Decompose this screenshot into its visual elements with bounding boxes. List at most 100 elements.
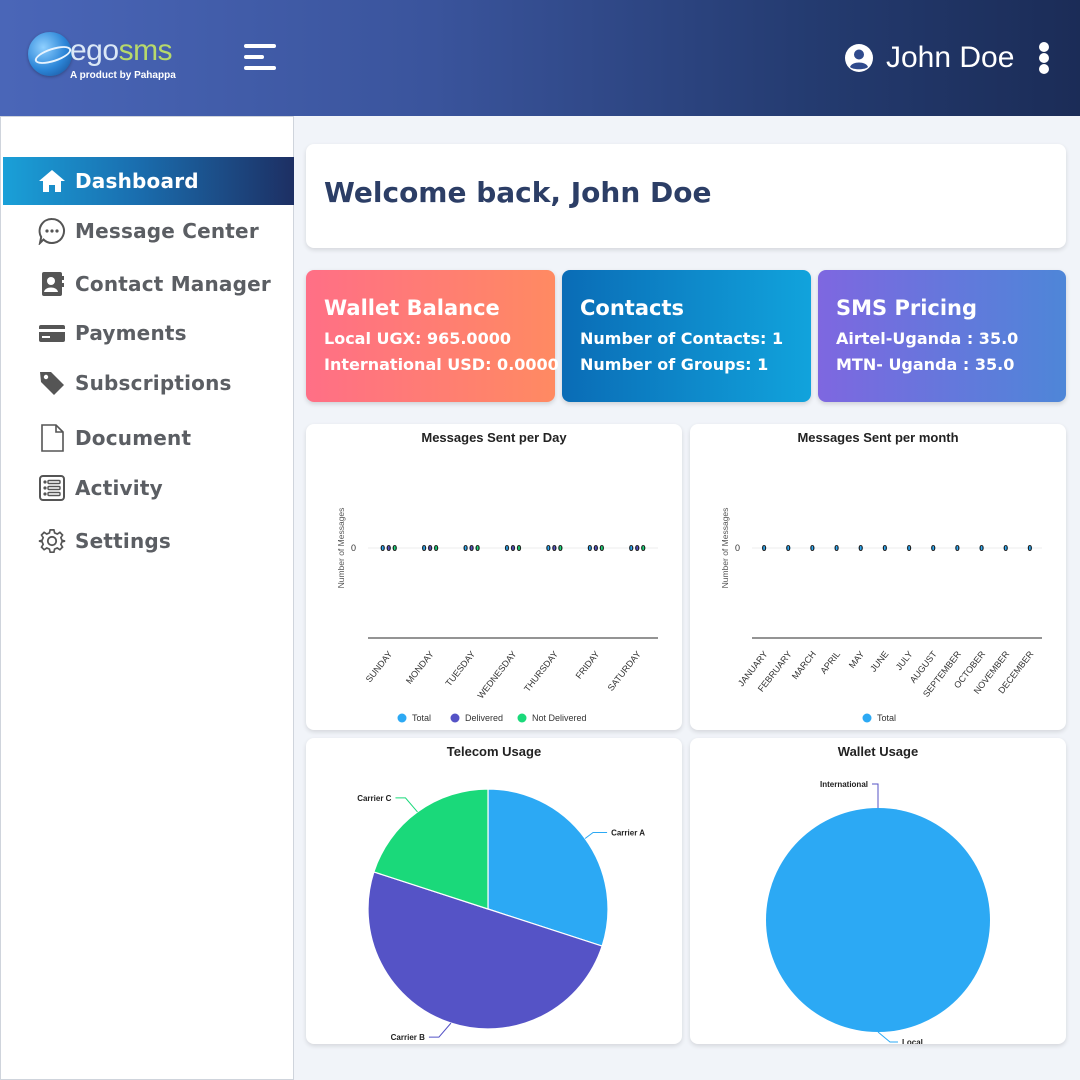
wallet-balance-title: Wallet Balance <box>324 296 500 320</box>
credit-card-icon <box>37 318 67 348</box>
data-point <box>761 545 767 551</box>
leader-line <box>877 1031 898 1043</box>
chart-title: Messages Sent per month <box>797 430 958 445</box>
legend-label: Total <box>877 713 896 723</box>
sidebar-item-label: Payments <box>75 321 187 345</box>
data-label: 0 <box>762 543 767 553</box>
x-tick-label: WEDNESDAY <box>475 649 518 700</box>
data-label: 0 <box>558 543 563 553</box>
data-point <box>392 545 397 551</box>
data-label: 0 <box>587 543 592 553</box>
data-point <box>380 545 385 551</box>
pie-slice <box>367 871 603 1030</box>
data-point <box>635 545 640 551</box>
data-label: 0 <box>955 543 960 553</box>
logo-text: egosms <box>70 34 173 67</box>
chart-title: Telecom Usage <box>447 744 541 759</box>
data-label: 0 <box>810 543 815 553</box>
sidebar: Dashboard Message Center Contact Manager… <box>0 116 294 1080</box>
chart-title: Wallet Usage <box>838 744 918 759</box>
data-label: 0 <box>428 543 433 553</box>
x-tick-label: JUNE <box>868 649 890 674</box>
data-label: 0 <box>629 543 634 553</box>
data-label: 0 <box>1028 543 1033 553</box>
data-label: 0 <box>392 543 397 553</box>
data-label: 0 <box>517 543 522 553</box>
telecom-usage-chart: Telecom Usage Carrier A Carrier B Carrier C <box>306 738 682 1044</box>
leader-line <box>872 783 879 808</box>
sidebar-item-document[interactable]: Document <box>3 414 294 462</box>
sidebar-item-label: Settings <box>75 529 172 553</box>
data-label: 0 <box>1003 543 1008 553</box>
data-label: 0 <box>546 543 551 553</box>
document-icon <box>37 423 67 453</box>
data-label: 0 <box>883 543 888 553</box>
legend-marker <box>450 713 460 723</box>
sidebar-item-activity[interactable]: Activity <box>3 464 294 512</box>
sidebar-item-label: Subscriptions <box>75 371 232 395</box>
sms-pricing-card[interactable]: SMS Pricing Airtel-Uganda : 35.0 MTN- Ug… <box>818 270 1066 402</box>
x-tick-label: SATURDAY <box>606 649 643 693</box>
wallet-international-balance: International USD: 0.0000 <box>324 355 559 374</box>
data-point <box>510 545 516 551</box>
list-icon <box>37 473 67 503</box>
egosms-logo[interactable]: egosms A product by Pahappa <box>28 28 198 84</box>
data-label: 0 <box>463 543 468 553</box>
sidebar-item-contact-manager[interactable]: Contact Manager <box>3 260 294 308</box>
data-point <box>552 545 557 551</box>
legend-marker <box>862 713 872 723</box>
data-label: 0 <box>469 543 474 553</box>
wallet-usage-chart: Wallet Usage International Local <box>690 738 1066 1044</box>
data-label: 0 <box>475 543 480 553</box>
data-label: 0 <box>979 543 984 553</box>
data-label: 0 <box>386 543 391 553</box>
contacts-card[interactable]: Contacts Number of Contacts: 1 Number of… <box>562 270 811 402</box>
more-options-icon[interactable] <box>1036 40 1052 76</box>
x-tick-label: MONDAY <box>404 649 436 686</box>
sidebar-item-settings[interactable]: Settings <box>3 517 294 565</box>
sidebar-item-payments[interactable]: Payments <box>3 309 294 357</box>
data-point <box>558 545 563 551</box>
data-label: 0 <box>858 543 863 553</box>
data-point <box>463 545 468 551</box>
data-label: 0 <box>907 543 912 553</box>
sidebar-item-dashboard[interactable]: Dashboard <box>3 157 294 205</box>
chat-icon <box>37 216 67 246</box>
mtn-price: MTN- Uganda : 35.0 <box>836 355 1015 374</box>
contacts-title: Contacts <box>580 296 684 320</box>
airtel-price: Airtel-Uganda : 35.0 <box>836 329 1019 348</box>
hamburger-menu-button[interactable] <box>242 42 278 74</box>
user-profile[interactable]: John Doe <box>844 40 1014 76</box>
data-label: 0 <box>511 543 516 553</box>
slice-label: International <box>820 780 868 789</box>
data-point <box>475 545 480 551</box>
data-point <box>955 545 960 551</box>
data-label: 0 <box>931 543 936 553</box>
leader-line <box>428 1022 452 1038</box>
sidebar-item-subscriptions[interactable]: Subscriptions <box>3 359 294 407</box>
wallet-balance-card[interactable]: Wallet Balance Local UGX: 965.0000 Inter… <box>306 270 559 402</box>
y-tick-label: 0 <box>351 543 356 553</box>
data-point <box>834 545 839 551</box>
y-axis-label: Number of Messages <box>336 508 346 589</box>
data-label: 0 <box>786 543 791 553</box>
x-tick-label: MARCH <box>790 649 818 681</box>
data-point <box>386 545 391 551</box>
home-icon <box>37 166 67 196</box>
messages-per-day-chart: Messages Sent per Day Number of Messages 0… <box>306 424 682 730</box>
user-name: John Doe <box>886 41 1015 74</box>
sidebar-item-label: Document <box>75 426 192 450</box>
data-point <box>587 545 593 551</box>
x-tick-label: TUESDAY <box>444 649 478 688</box>
data-label: 0 <box>635 543 640 553</box>
wallet-usage-svg: Wallet Usage International Local <box>766 744 990 1044</box>
pie-slice <box>766 808 990 1032</box>
data-label: 0 <box>599 543 604 553</box>
gear-icon <box>37 526 67 556</box>
legend-label: Not Delivered <box>532 713 587 723</box>
sidebar-item-label: Dashboard <box>75 169 199 193</box>
data-point <box>504 545 510 551</box>
data-point <box>906 545 912 551</box>
sidebar-item-message-center[interactable]: Message Center <box>3 207 294 255</box>
logo-subtext: A product by Pahappa <box>70 70 176 81</box>
